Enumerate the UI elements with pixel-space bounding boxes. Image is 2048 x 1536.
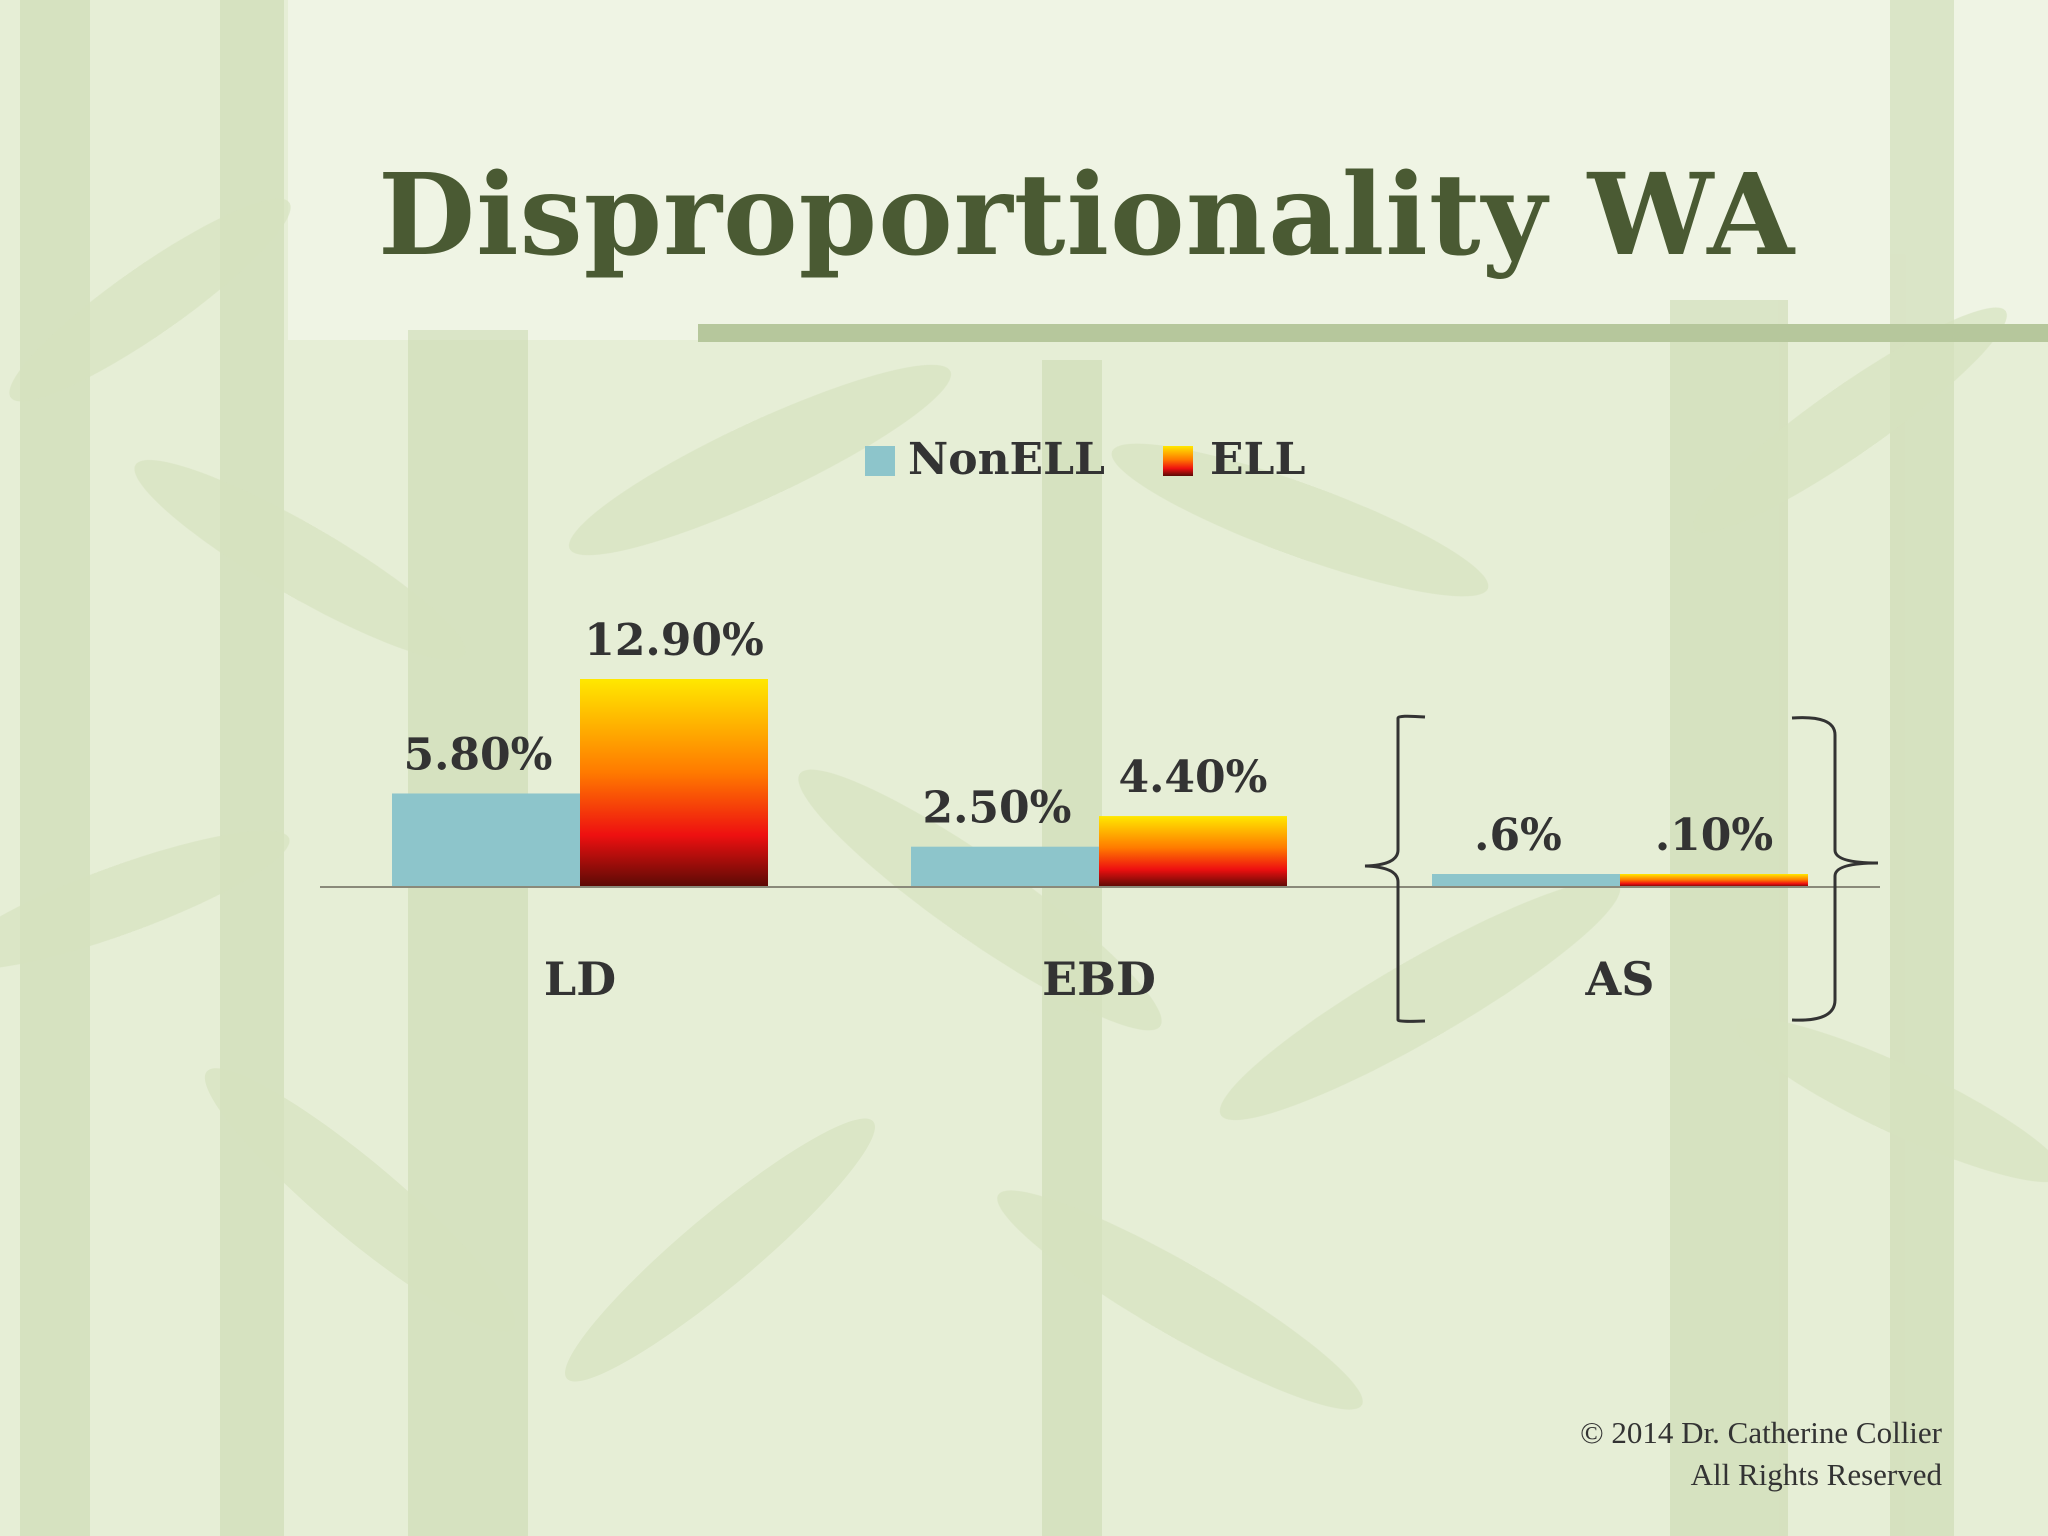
chart-legend: NonELL ELL bbox=[865, 434, 1305, 485]
as-group-brace bbox=[1364, 714, 1879, 1023]
legend-swatch-nonell bbox=[865, 446, 895, 476]
data-label-ell-ebd: 4.40% bbox=[1119, 752, 1268, 803]
data-label-nonell-as: .6% bbox=[1474, 810, 1562, 861]
category-label-ld: LD bbox=[544, 952, 616, 1006]
title-underline bbox=[698, 324, 2048, 342]
copyright-footer: © 2014 Dr. Catherine Collier All Rights … bbox=[1580, 1412, 1942, 1496]
rights-line: All Rights Reserved bbox=[1690, 1457, 1942, 1492]
bar-ell-ld bbox=[580, 679, 768, 887]
bar-ell-ebd bbox=[1099, 816, 1287, 887]
bar-nonell-ld bbox=[392, 793, 580, 887]
data-label-ell-ld: 12.90% bbox=[584, 615, 764, 666]
data-label-nonell-ld: 5.80% bbox=[404, 729, 553, 780]
legend-swatch-ell bbox=[1163, 446, 1193, 476]
data-label-nonell-ebd: 2.50% bbox=[923, 783, 1072, 834]
copyright-line: © 2014 Dr. Catherine Collier bbox=[1580, 1415, 1942, 1450]
legend-label-nonell: NonELL bbox=[908, 434, 1105, 485]
bar-nonell-as bbox=[1432, 874, 1620, 887]
data-label-ell-as: .10% bbox=[1655, 810, 1773, 861]
category-label-as: AS bbox=[1585, 952, 1655, 1006]
slide-title: Disproportionality WA bbox=[378, 150, 1796, 281]
legend-label-ell: ELL bbox=[1210, 434, 1305, 485]
category-label-ebd: EBD bbox=[1042, 952, 1156, 1006]
bar-nonell-ebd bbox=[911, 846, 1099, 887]
bar-ell-as bbox=[1620, 874, 1808, 887]
